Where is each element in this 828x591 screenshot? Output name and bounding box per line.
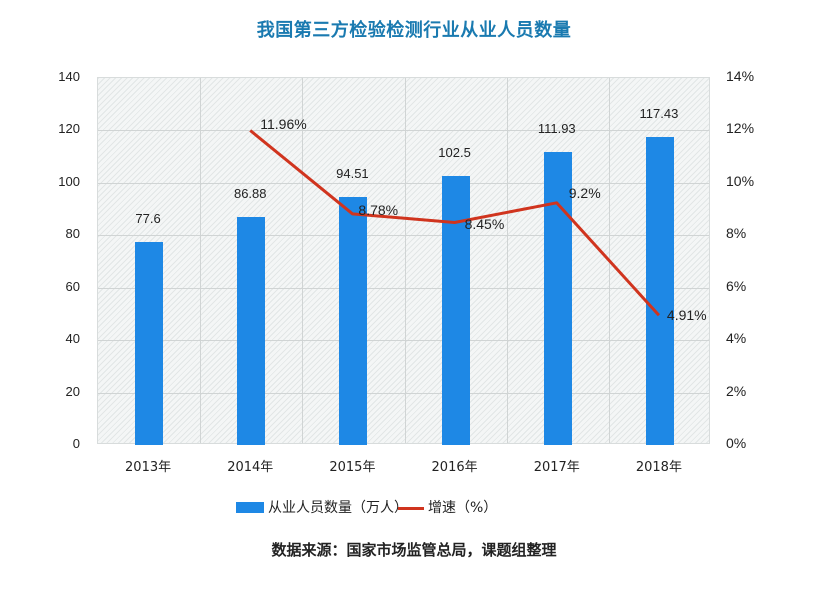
y2-tick-label: 6% <box>726 277 747 294</box>
y-tick-label: 100 <box>58 173 80 189</box>
y2-tick-label: 8% <box>726 225 747 242</box>
gridline-horizontal <box>98 130 709 132</box>
source-note: 数据来源：国家市场监管总局，课题组整理 <box>271 541 557 559</box>
gridline-vertical <box>200 78 202 443</box>
y2-tick-label: 2% <box>726 382 747 399</box>
legend-line-label: 增速（%） <box>428 500 498 516</box>
y-tick-label: 40 <box>65 331 80 347</box>
bar-value-label: 117.43 <box>639 106 679 122</box>
chart-title: 我国第三方检验检测行业从业人员数量 <box>256 20 572 41</box>
growth-value-label: 8.45% <box>464 216 505 233</box>
x-tick-label: 2013年 <box>125 460 172 475</box>
bar-2015年 <box>339 197 368 445</box>
x-tick-label: 2016年 <box>431 460 478 475</box>
y-tick-label: 60 <box>65 278 80 294</box>
bar-value-label: 86.88 <box>233 186 267 202</box>
y-tick-label: 120 <box>58 121 80 137</box>
y2-tick-label: 10% <box>726 172 755 189</box>
y2-tick-label: 4% <box>726 330 747 347</box>
x-tick-label: 2014年 <box>227 460 274 475</box>
x-tick-label: 2017年 <box>533 460 580 475</box>
y2-tick-label: 14% <box>726 68 755 84</box>
y-tick-label: 20 <box>65 383 80 399</box>
gridline-horizontal <box>98 392 709 394</box>
growth-value-label: 9.2% <box>568 184 601 201</box>
bar-value-label: 102.5 <box>438 145 471 161</box>
y-tick-label: 80 <box>65 226 80 242</box>
gridline-vertical <box>404 78 406 443</box>
y2-tick-label: 0% <box>726 435 747 451</box>
bar-value-label: 77.6 <box>135 210 161 226</box>
x-tick-label: 2015年 <box>329 460 376 475</box>
bar-value-label: 94.51 <box>336 166 369 182</box>
bar-2017年 <box>543 151 572 445</box>
growth-value-label: 4.91% <box>666 307 707 324</box>
growth-value-label: 8.78% <box>358 201 399 218</box>
gridline-horizontal <box>98 235 709 237</box>
gridline-horizontal <box>98 182 709 184</box>
legend-bar-label: 从业人员数量（万人） <box>268 500 408 516</box>
gridline-vertical <box>302 78 304 443</box>
y-tick-label: 0 <box>72 436 80 451</box>
growth-value-label: 11.96% <box>260 116 307 133</box>
bar-value-label: 111.93 <box>537 120 576 136</box>
x-tick-label: 2018年 <box>635 460 682 475</box>
gridline-horizontal <box>98 340 709 342</box>
y2-tick-label: 12% <box>726 120 755 137</box>
y-tick-label: 140 <box>58 69 80 84</box>
legend: 从业人员数量（万人） 增速（%） <box>0 497 828 521</box>
legend-line-swatch <box>398 507 424 510</box>
bar-2013年 <box>135 241 164 445</box>
legend-bar-swatch <box>236 502 264 513</box>
gridline-horizontal <box>98 287 709 289</box>
gridline-vertical <box>506 78 508 443</box>
bar-2018年 <box>645 137 674 445</box>
bar-2014年 <box>237 217 266 445</box>
